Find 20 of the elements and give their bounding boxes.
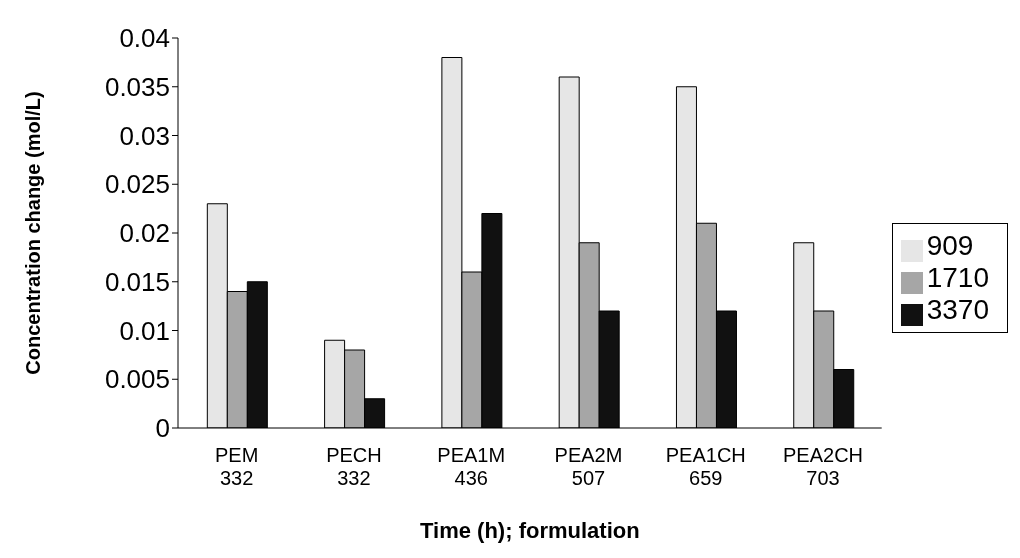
y-tick-label: 0.035	[104, 71, 170, 102]
y-tick-label: 0.025	[104, 169, 170, 200]
legend-label: 3370	[926, 294, 989, 325]
y-axis-title: Concentration change (mol/L)	[22, 91, 45, 375]
x-tick-label: PEM 332	[214, 444, 259, 489]
y-tick-label: 0.01	[119, 315, 170, 346]
y-tick-label: 0.015	[104, 266, 170, 297]
y-tick-label: 0.005	[104, 364, 170, 395]
x-tick-label: PEA1M 436	[437, 444, 506, 489]
x-tick-label: PEA1CH 659	[665, 444, 746, 489]
y-tick-label: 0	[155, 413, 170, 444]
x-tick-label: PEA2M 507	[554, 444, 623, 489]
y-tick-label: 0.02	[119, 218, 170, 249]
x-axis-title: Time (h); formulation	[420, 518, 640, 543]
y-tick-label: 0.04	[119, 23, 170, 54]
legend-label: 909	[926, 230, 974, 261]
y-tick-label: 0.03	[119, 120, 170, 151]
legend-label: 1710	[926, 262, 989, 293]
x-tick-label: PECH 332	[326, 444, 382, 489]
x-tick-label: PEA2CH 703	[783, 444, 864, 489]
